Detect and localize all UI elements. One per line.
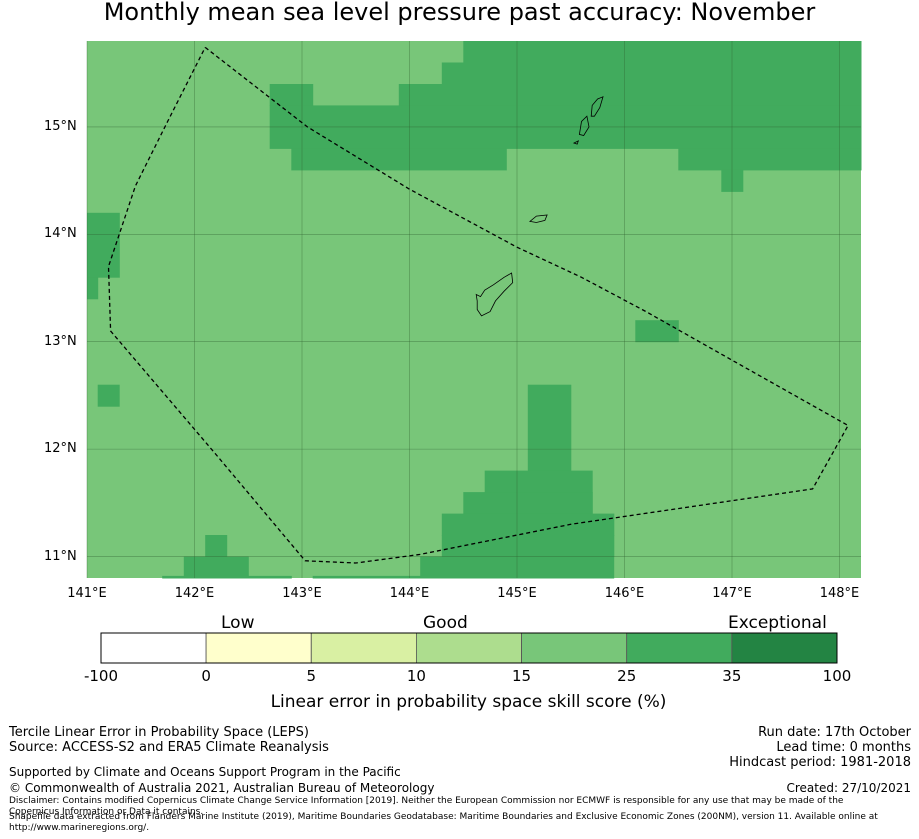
colorbar-tick-label: 0 — [201, 667, 211, 685]
skill-region-25-35 — [441, 513, 615, 536]
colorbar-tick-label: 35 — [722, 667, 742, 685]
island-guam — [475, 272, 514, 317]
category-good: Good — [423, 613, 468, 633]
lon-tick-label: 141°E — [67, 586, 107, 601]
lon-tick-label: 148°E — [819, 586, 860, 601]
method-text: Tercile Linear Error in Probability Spac… — [9, 725, 309, 740]
colorbar-bin — [626, 632, 733, 664]
run-date: Run date: 17th October — [758, 725, 911, 740]
skill-region-25-35 — [635, 320, 679, 343]
skill-region-25-35 — [463, 41, 862, 63]
colorbar-label: Linear error in probability space skill … — [270, 692, 667, 712]
lon-tick-label: 144°E — [389, 586, 430, 601]
created-date: Created: 27/10/2021 — [786, 781, 911, 795]
skill-region-25-35 — [527, 384, 572, 472]
skill-region-25-35 — [484, 470, 593, 493]
island-tinian — [578, 115, 590, 136]
colorbar-tick-label: 15 — [512, 667, 532, 685]
skill-region-25-35 — [463, 492, 593, 515]
colorbar-tick-label: -100 — [83, 667, 119, 685]
skill-region-25-35 — [441, 62, 862, 85]
colorbar-tick-label: 5 — [306, 667, 317, 685]
skill-region-25-35 — [87, 277, 99, 300]
skill-region-25-35 — [87, 212, 120, 278]
lat-tick-label: 11°N — [44, 548, 77, 564]
skill-region-25-35 — [248, 575, 292, 579]
skill-region-25-35 — [678, 148, 862, 171]
skill-region-25-35 — [269, 84, 314, 106]
island-saipan — [590, 96, 604, 117]
skill-region-25-35 — [162, 575, 185, 579]
eez-boundary — [107, 46, 849, 564]
colorbar-tick-label: 10 — [406, 667, 426, 685]
source-text: Source: ACCESS-S2 and ERA5 Climate Reana… — [9, 740, 329, 755]
colorbar-bin — [100, 632, 207, 664]
shapefile-text: Shapefile data extracted from Flanders M… — [9, 812, 878, 833]
lat-tick-label: 13°N — [44, 333, 77, 349]
skill-map — [86, 41, 862, 579]
colorbar-bin — [415, 632, 522, 664]
lat-tick-label: 14°N — [44, 226, 77, 242]
skill-region-25-35 — [312, 575, 421, 579]
lat-tick-label: 12°N — [44, 441, 77, 457]
skill-region-25-35 — [97, 384, 120, 407]
colorbar-bin — [310, 632, 417, 664]
category-exceptional: Exceptional — [728, 613, 827, 633]
copyright-text: © Commonwealth of Australia 2021, Austra… — [9, 781, 435, 795]
skill-region-25-35 — [398, 84, 862, 106]
colorbar-frame — [100, 632, 838, 664]
hindcast-period: Hindcast period: 1981-2018 — [729, 755, 911, 770]
lat-tick-label: 15°N — [44, 118, 77, 134]
colorbar-tick-label: 100 — [822, 667, 852, 685]
colorbar-bin — [205, 632, 312, 664]
lead-time: Lead time: 0 months — [776, 740, 911, 755]
lon-tick-label: 142°E — [174, 586, 215, 601]
disclaimer-text: Disclaimer: Contains modified Copernicus… — [9, 796, 844, 817]
colorbar — [100, 632, 838, 664]
lon-tick-label: 146°E — [604, 586, 645, 601]
island-aguijan — [572, 140, 579, 145]
colorbar-bin — [731, 632, 838, 664]
colorbar-tick-label: 25 — [617, 667, 637, 685]
skill-region-25-35 — [205, 535, 228, 557]
colorbar-bin — [521, 632, 628, 664]
skill-region-25-35 — [441, 535, 615, 557]
island-rota — [528, 214, 548, 223]
lon-tick-label: 143°E — [282, 586, 322, 601]
lon-tick-label: 145°E — [497, 586, 537, 601]
chart-title: Monthly mean sea level pressure past acc… — [103, 0, 816, 26]
category-low: Low — [221, 613, 255, 633]
skill-region-25-35 — [183, 556, 249, 579]
lon-tick-label: 147°E — [712, 586, 752, 601]
skill-region-25-35 — [291, 148, 507, 171]
support-text: Supported by Climate and Oceans Support … — [9, 765, 401, 779]
